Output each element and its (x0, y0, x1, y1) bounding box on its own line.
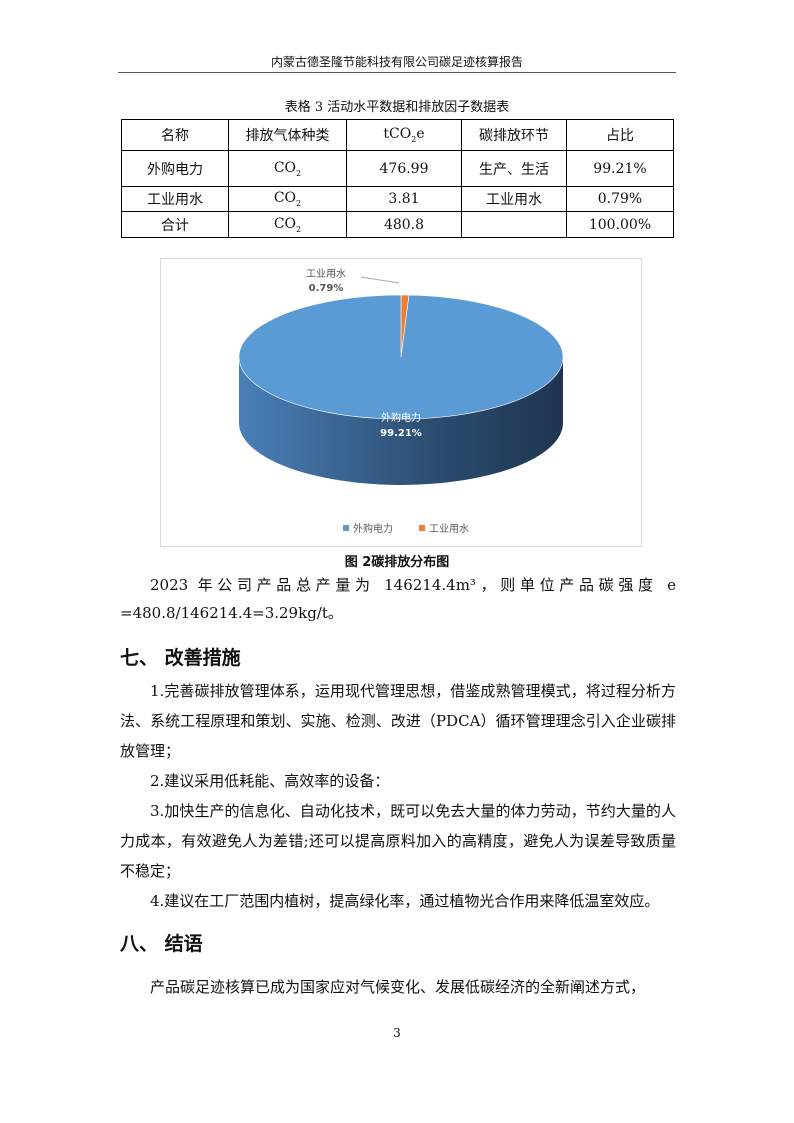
cell: 99.21% (566, 150, 674, 187)
emission-table: 名称 排放气体种类 tCO2e 碳排放环节 占比 外购电力 CO2 476.99 生产… (121, 119, 674, 238)
leader-line (360, 276, 400, 284)
header-cell: tCO2e (346, 119, 462, 151)
cell: CO2 (228, 186, 347, 212)
cell: 外购电力 (121, 150, 229, 187)
cell: 生产、生活 (461, 150, 567, 187)
paragraph: 2023 年公司产品总产量为 146214.4m³，则单位产品碳强度 e =48… (120, 576, 676, 622)
data-label-value: 0.79% (309, 283, 344, 294)
cell: 3.81 (346, 186, 462, 212)
paragraph: 1.完善碳排放管理体系，运用现代管理思想，借鉴成熟管理模式，将过程分析方法、系统… (120, 682, 676, 760)
header-cell: 名称 (121, 119, 229, 151)
pie-chart: 工业用水 0.79% 外购电力 99.21% 外购电力 工业用水 (160, 258, 642, 547)
legend-entry: 外购电力 (353, 522, 393, 535)
table-row: 合计 CO2 480.8 100.00% (121, 211, 674, 238)
table-caption: 表格 3 活动水平数据和排放因子数据表 (284, 100, 510, 115)
pie-slice-0 (238, 294, 564, 420)
section-heading: 七、 改善措施 (120, 647, 241, 669)
table-row: 工业用水 CO2 3.81 工业用水 0.79% (121, 186, 674, 212)
paragraph: 产品碳足迹核算已成为国家应对气候变化、发展低碳经济的全新阐述方式， (150, 978, 646, 996)
cell: 合计 (121, 211, 229, 238)
header-divider (118, 72, 676, 73)
legend-swatch (419, 525, 425, 531)
cell: CO2 (228, 211, 347, 238)
page-header: 内蒙古德圣隆节能科技有限公司碳足迹核算报告 (270, 55, 523, 69)
header-cell: 占比 (566, 119, 674, 151)
paragraph: 2.建议采用低耗能、高效率的设备： (150, 772, 390, 790)
section-heading: 八、 结语 (120, 933, 203, 955)
data-label-value: 99.21% (380, 428, 422, 439)
figure-caption: 图 2碳排放分布图 (344, 555, 450, 570)
data-label-name: 外购电力 (381, 411, 421, 424)
cell: 476.99 (346, 150, 462, 187)
data-label-name: 工业用水 (306, 268, 346, 280)
paragraph: 3.加快生产的信息化、自动化技术，既可以免去大量的体力劳动，节约大量的人力成本，… (120, 802, 676, 880)
table-header-row: 名称 排放气体种类 tCO2e 碳排放环节 占比 (121, 119, 674, 151)
header-cell: 排放气体种类 (228, 119, 347, 151)
cell (461, 211, 567, 238)
cell: CO2 (228, 150, 347, 187)
table-row: 外购电力 CO2 476.99 生产、生活 99.21% (121, 150, 674, 187)
cell: 工业用水 (121, 186, 229, 212)
cell: 480.8 (346, 211, 462, 238)
legend-swatch (343, 525, 349, 531)
header-cell: 碳排放环节 (461, 119, 567, 151)
cell: 100.00% (566, 211, 674, 238)
cell: 0.79% (566, 186, 674, 212)
page-number: 3 (393, 1026, 401, 1040)
legend-entry: 工业用水 (429, 523, 469, 535)
cell: 工业用水 (461, 186, 567, 212)
paragraph: 4.建议在工厂范围内植树，提高绿化率，通过植物光合作用来降低温室效应。 (150, 892, 660, 910)
